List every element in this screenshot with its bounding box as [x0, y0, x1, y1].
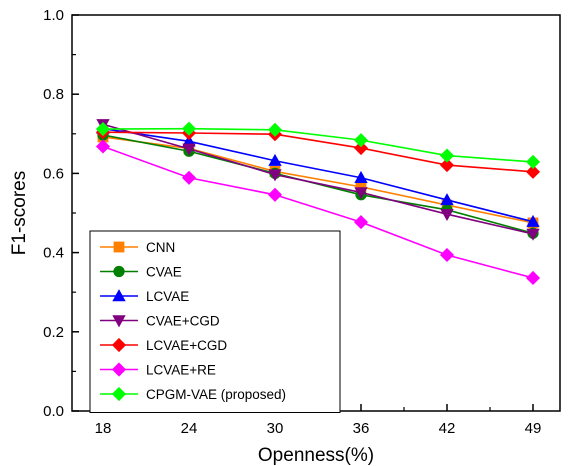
legend-item: LCVAE: [100, 289, 189, 304]
legend-marker: [112, 315, 126, 328]
legend-label: LCVAE+RE: [146, 363, 216, 378]
legend-label: CPGM-VAE (proposed): [146, 387, 286, 402]
legend-marker: [113, 241, 125, 253]
y-tick-label: 0.4: [43, 245, 64, 262]
data-point: [268, 153, 282, 166]
data-point: [526, 214, 540, 227]
data-point: [525, 164, 541, 179]
x-tick-label: 42: [439, 420, 456, 437]
legend-marker: [111, 362, 127, 377]
data-point: [353, 140, 369, 156]
series-6: [95, 121, 541, 169]
legend-item: LCVAE+CGD: [100, 337, 227, 353]
x-tick-label: 49: [525, 420, 542, 437]
data-point: [439, 247, 455, 263]
legend-item: LCVAE+RE: [100, 362, 216, 378]
legend-marker: [112, 289, 126, 302]
series-3: [96, 119, 540, 241]
data-point: [525, 154, 541, 169]
legend-label: CVAE: [146, 265, 182, 280]
tick-labels: 0.0 0.2 0.4 0.6 0.8 1.0 18 24 30 36 42 49: [43, 7, 541, 437]
legend-item: CVAE: [100, 265, 182, 280]
legend-item: CNN: [100, 240, 175, 255]
data-point: [526, 228, 540, 241]
data-point: [268, 169, 282, 182]
legend-marker: [113, 265, 125, 278]
series-layer: [95, 119, 541, 286]
y-axis-title: F1-scores: [9, 171, 30, 255]
x-tick-label: 36: [353, 420, 370, 437]
data-point: [181, 170, 197, 185]
data-point: [267, 122, 283, 137]
legend-label: CNN: [146, 240, 175, 255]
x-axis-title: Openness(%): [258, 445, 374, 466]
legend-label: LCVAE+CGD: [146, 338, 227, 353]
y-tick-label: 0.0: [43, 403, 64, 420]
y-tick-label: 0.6: [43, 165, 64, 182]
series-line: [102, 127, 534, 223]
legend-marker: [111, 386, 127, 402]
data-point: [181, 121, 197, 136]
legend: CNN CVAE LCVAE CVAE+CGD LCVAE+CGD LCVAE+RE CPG…: [89, 230, 341, 413]
data-point: [182, 143, 196, 156]
data-point: [353, 215, 369, 230]
series-5: [95, 139, 541, 286]
legend-label: CVAE+CGD: [146, 314, 220, 329]
x-tick-label: 24: [181, 420, 198, 437]
data-point: [439, 148, 455, 163]
series-2: [96, 121, 540, 227]
legend-box: [89, 230, 341, 413]
legend-item: CVAE+CGD: [100, 314, 220, 329]
legend-item: CPGM-VAE (proposed): [100, 386, 286, 402]
x-tick-label: 18: [95, 420, 112, 437]
series-line: [102, 136, 534, 224]
data-point: [95, 121, 111, 137]
legend-marker: [111, 337, 127, 353]
series-line: [102, 127, 534, 163]
y-tick-label: 0.8: [43, 86, 64, 103]
data-point: [440, 193, 454, 206]
y-tick-label: 1.0: [43, 7, 64, 24]
data-point: [353, 133, 369, 148]
data-point: [354, 187, 368, 200]
legend-label: LCVAE: [146, 289, 189, 304]
data-point: [354, 170, 368, 183]
data-point: [267, 187, 283, 202]
y-tick-label: 0.2: [43, 324, 64, 341]
data-point: [95, 139, 111, 154]
x-tick-label: 30: [267, 420, 284, 437]
series-line: [102, 123, 534, 235]
data-point: [440, 208, 454, 222]
series-line: [102, 131, 534, 173]
data-point: [439, 158, 455, 173]
series-4: [95, 125, 541, 179]
data-point: [525, 270, 541, 286]
series-line: [102, 145, 534, 279]
